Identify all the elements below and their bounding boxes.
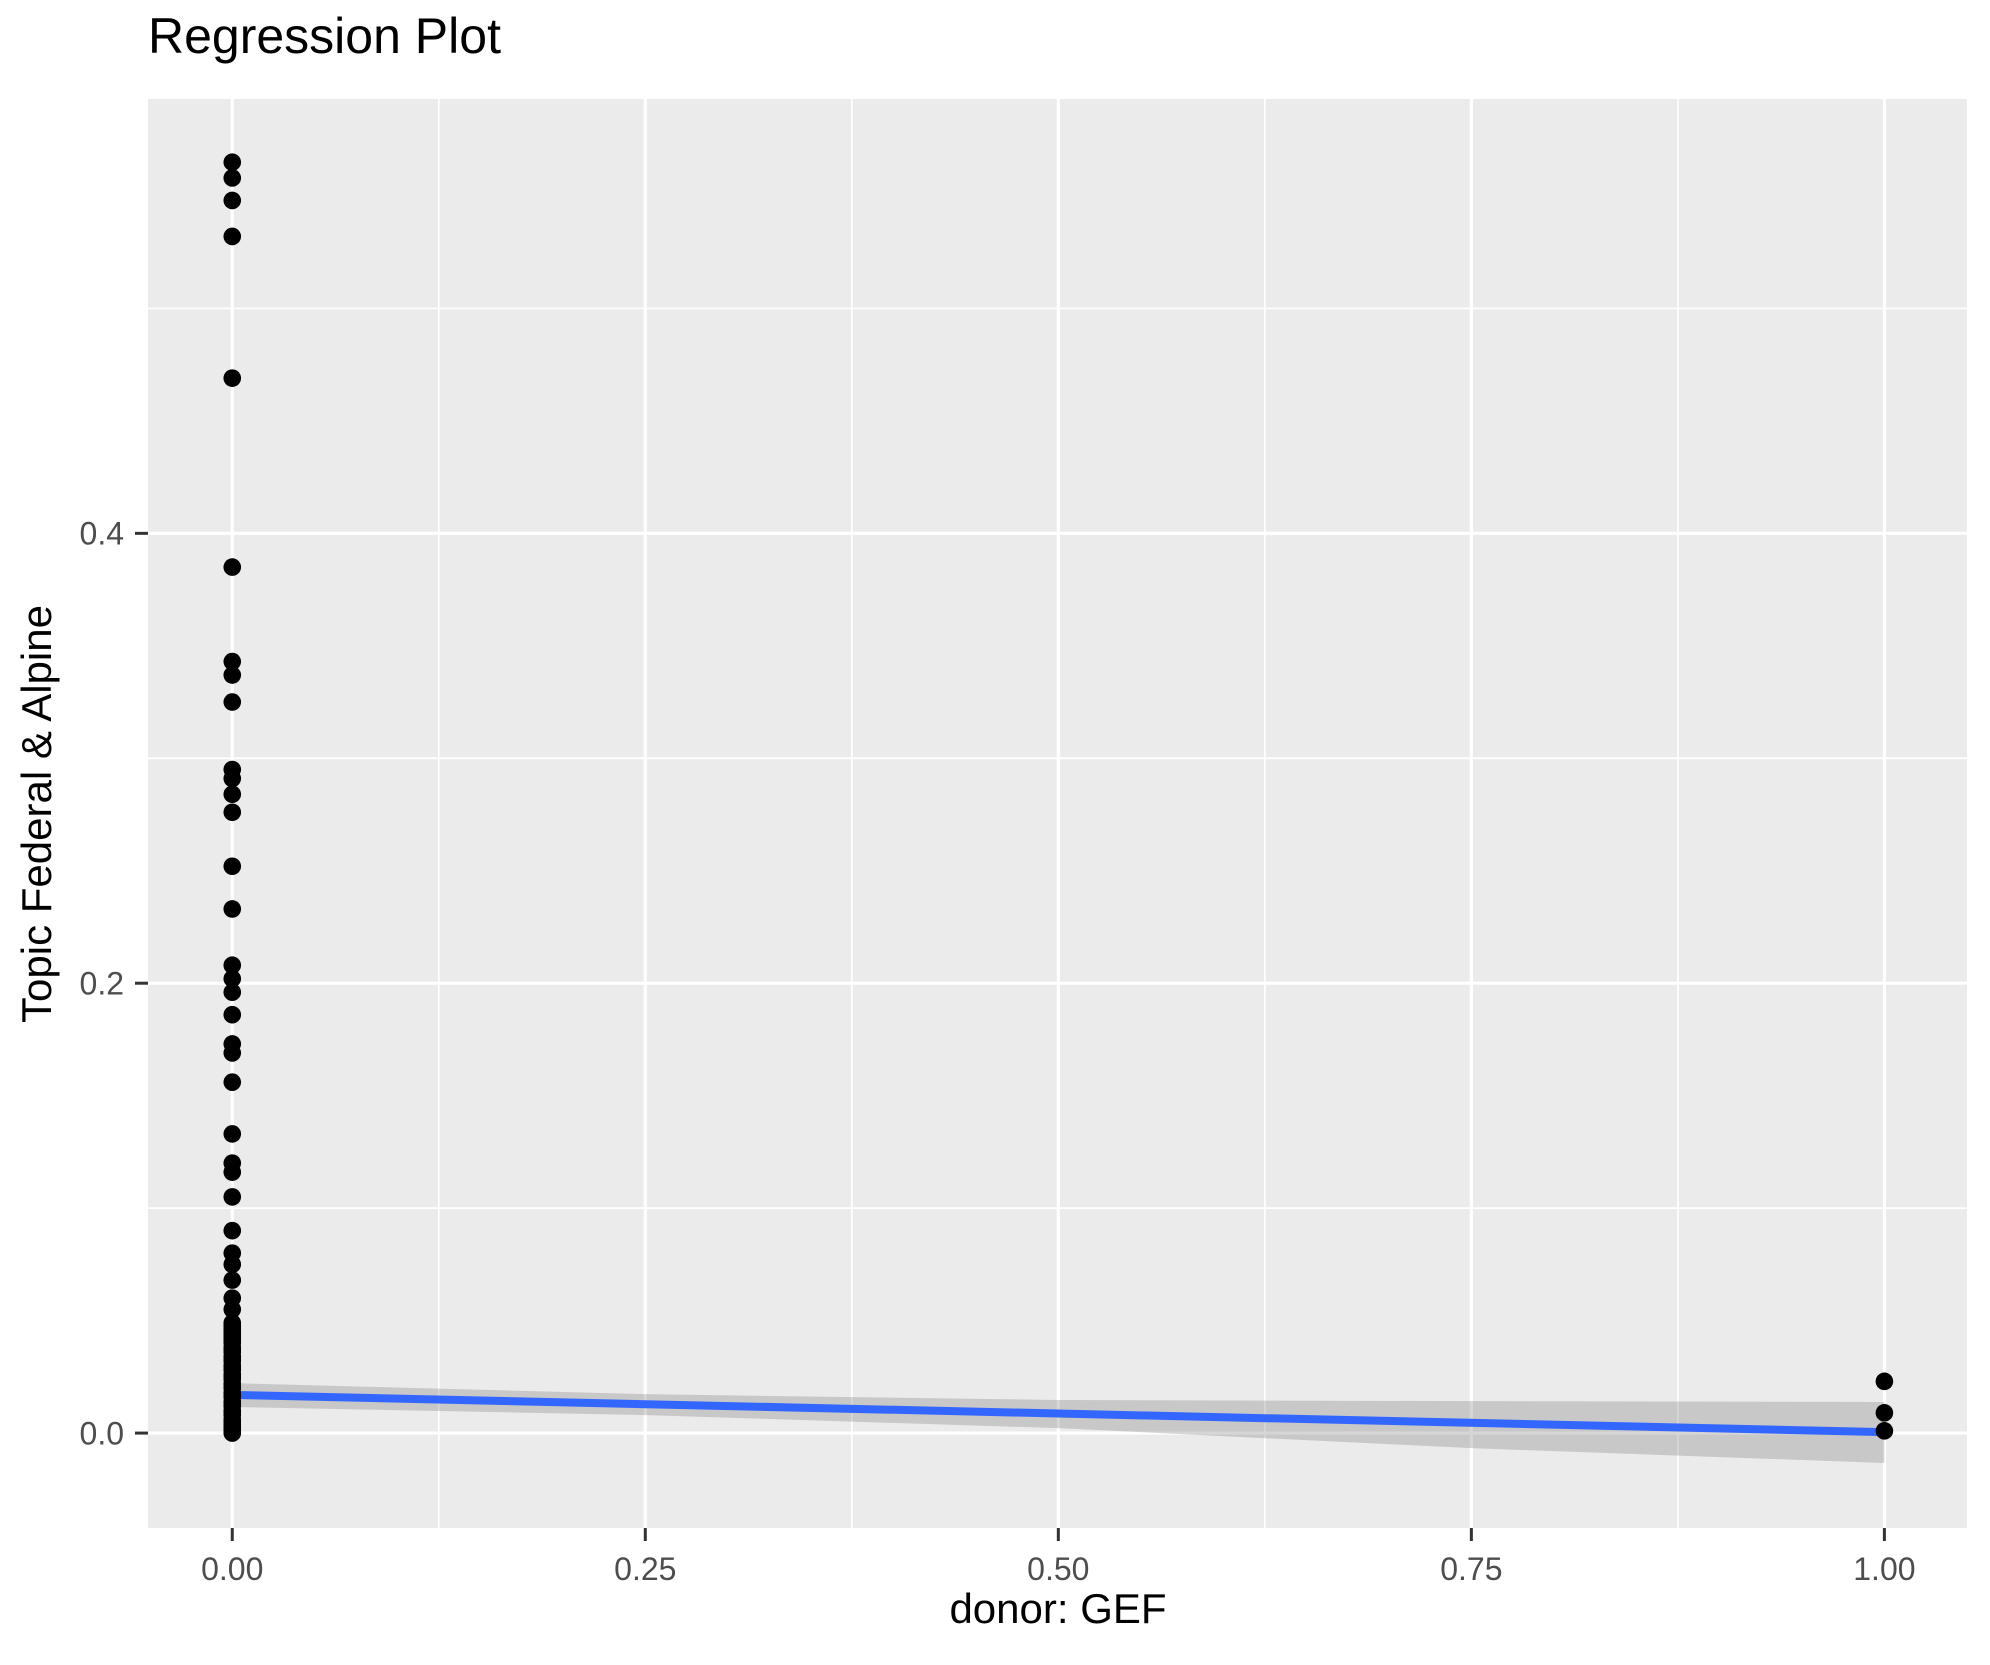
- data-point: [223, 369, 242, 387]
- regression-line: [232, 1390, 1885, 1437]
- x-tick-label: 0.25: [614, 1551, 676, 1587]
- data-point: [223, 1300, 242, 1319]
- data-point: [1875, 1404, 1894, 1422]
- data-point: [223, 983, 242, 1002]
- y-tick-label: 0.2: [80, 965, 124, 1001]
- data-point: [223, 1044, 242, 1062]
- x-tick-label: 0.50: [1027, 1551, 1089, 1587]
- x-tick-label: 0.00: [201, 1551, 263, 1587]
- data-point: [223, 1073, 242, 1091]
- data-point: [223, 666, 242, 684]
- x-axis-title: donor: GEF: [949, 1585, 1167, 1632]
- y-tick-label: 0.4: [80, 516, 124, 552]
- chart-title: Regression Plot: [148, 8, 501, 64]
- data-point: [223, 558, 242, 576]
- data-point: [223, 227, 242, 246]
- data-point: [1875, 1372, 1894, 1391]
- data-point: [223, 693, 242, 711]
- x-tick-label: 1.00: [1853, 1551, 1915, 1587]
- data-point: [223, 169, 242, 187]
- data-point: [223, 1125, 242, 1143]
- data-point: [223, 153, 242, 172]
- data-point: [223, 803, 242, 822]
- data-point: [223, 1163, 242, 1181]
- data-point: [223, 1221, 242, 1240]
- data-point: [223, 1005, 242, 1024]
- data-point: [223, 191, 242, 210]
- x-tick-label: 0.75: [1440, 1551, 1502, 1587]
- data-point: [223, 969, 242, 988]
- data-point: [223, 956, 242, 975]
- data-point: [223, 769, 242, 788]
- data-point: [223, 1424, 242, 1442]
- data-point: [223, 652, 242, 671]
- y-tick-label: 0.0: [80, 1415, 124, 1451]
- data-point: [223, 1188, 242, 1206]
- data-point: [1875, 1422, 1894, 1440]
- data-point: [223, 785, 242, 804]
- data-point: [223, 1271, 242, 1289]
- data-point: [223, 1255, 242, 1274]
- data-point: [223, 857, 242, 876]
- y-axis-title: Topic Federal & Alpine: [13, 605, 60, 1023]
- data-point: [223, 900, 242, 918]
